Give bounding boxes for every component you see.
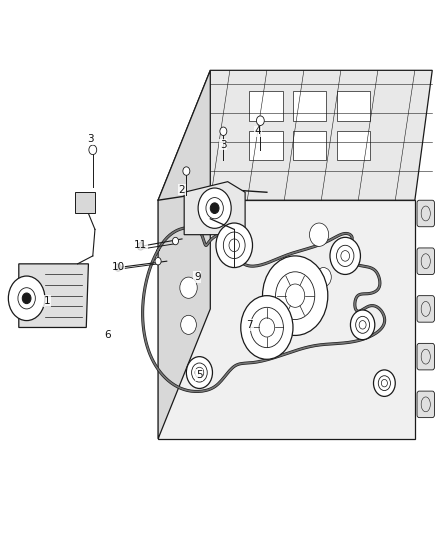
Circle shape xyxy=(210,203,219,214)
Circle shape xyxy=(206,198,223,219)
Circle shape xyxy=(350,310,375,340)
Circle shape xyxy=(173,237,179,245)
Circle shape xyxy=(359,320,366,329)
Circle shape xyxy=(262,256,328,335)
Circle shape xyxy=(330,237,360,274)
Text: 10: 10 xyxy=(111,262,124,271)
FancyBboxPatch shape xyxy=(250,91,283,120)
Text: 3: 3 xyxy=(220,140,226,150)
Polygon shape xyxy=(184,182,245,235)
Circle shape xyxy=(183,167,190,175)
Circle shape xyxy=(220,127,227,135)
FancyBboxPatch shape xyxy=(336,131,370,160)
Circle shape xyxy=(229,239,240,252)
Circle shape xyxy=(223,232,245,259)
Circle shape xyxy=(336,245,354,266)
FancyBboxPatch shape xyxy=(417,343,434,370)
Circle shape xyxy=(241,296,293,359)
Circle shape xyxy=(89,145,97,155)
FancyBboxPatch shape xyxy=(293,91,326,120)
Text: 5: 5 xyxy=(196,370,203,380)
Circle shape xyxy=(374,370,395,397)
Circle shape xyxy=(8,276,45,320)
Circle shape xyxy=(316,268,331,287)
Polygon shape xyxy=(75,192,95,214)
Circle shape xyxy=(191,363,207,382)
Circle shape xyxy=(155,257,161,265)
FancyBboxPatch shape xyxy=(417,200,434,227)
Text: 6: 6 xyxy=(105,330,111,341)
Circle shape xyxy=(115,264,121,271)
Text: 7: 7 xyxy=(246,320,253,330)
Circle shape xyxy=(18,288,35,309)
FancyBboxPatch shape xyxy=(417,391,434,418)
Circle shape xyxy=(22,293,31,304)
Circle shape xyxy=(138,243,144,250)
Circle shape xyxy=(251,308,283,348)
Circle shape xyxy=(216,223,253,268)
Circle shape xyxy=(256,116,264,125)
FancyBboxPatch shape xyxy=(293,131,326,160)
Circle shape xyxy=(198,188,231,228)
Circle shape xyxy=(195,367,204,378)
Text: 2: 2 xyxy=(179,184,185,195)
Circle shape xyxy=(310,223,328,246)
Text: 3: 3 xyxy=(87,134,94,144)
Circle shape xyxy=(180,277,197,298)
Polygon shape xyxy=(158,200,415,439)
FancyBboxPatch shape xyxy=(336,91,370,120)
Polygon shape xyxy=(158,70,210,439)
FancyBboxPatch shape xyxy=(417,248,434,274)
Text: 1: 1 xyxy=(44,296,50,306)
Circle shape xyxy=(276,272,315,319)
Circle shape xyxy=(259,318,275,337)
Circle shape xyxy=(356,317,370,333)
Polygon shape xyxy=(158,70,432,200)
FancyBboxPatch shape xyxy=(417,296,434,322)
Circle shape xyxy=(186,357,212,389)
Text: 9: 9 xyxy=(194,272,201,282)
Circle shape xyxy=(381,379,388,387)
Circle shape xyxy=(286,284,305,308)
Polygon shape xyxy=(19,264,88,327)
Circle shape xyxy=(181,316,196,334)
Circle shape xyxy=(378,376,391,391)
Circle shape xyxy=(341,251,350,261)
FancyBboxPatch shape xyxy=(250,131,283,160)
Text: 4: 4 xyxy=(255,126,261,136)
Text: 11: 11 xyxy=(134,240,147,251)
